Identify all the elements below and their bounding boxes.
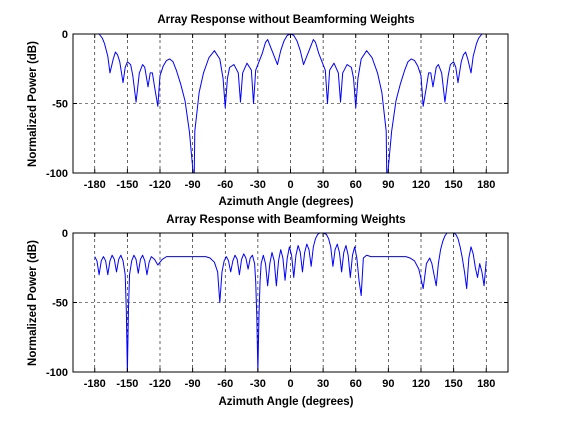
chart-title: Array Response with Beamforming Weights <box>166 214 405 226</box>
x-tick-label: 60 <box>350 378 362 390</box>
chart-bottom: Array Response with Beamforming Weights … <box>27 214 509 408</box>
x-tick-label: -90 <box>185 179 201 191</box>
x-tick-label: 90 <box>382 378 394 390</box>
x-tick-label: -30 <box>250 179 266 191</box>
x-tick-label: 150 <box>444 179 462 191</box>
x-tick-label: 30 <box>317 179 329 191</box>
x-tick-label: 180 <box>477 179 495 191</box>
x-tick-label: -180 <box>84 378 106 390</box>
x-tick-label: -150 <box>116 179 138 191</box>
x-tick-label: -30 <box>250 378 266 390</box>
x-tick-label: 180 <box>477 378 495 390</box>
chart-title: Array Response without Beamforming Weigh… <box>157 14 414 26</box>
chart-top: Array Response without Beamforming Weigh… <box>27 14 509 208</box>
x-tick-label: 150 <box>444 378 462 390</box>
x-tick-label: 90 <box>382 179 394 191</box>
x-axis-label: Azimuth Angle (degrees) <box>218 196 353 208</box>
y-axis-label: Normalized Power (dB) <box>27 41 39 167</box>
series-line <box>94 232 487 373</box>
x-tick-label: 0 <box>287 378 293 390</box>
x-tick-label: 30 <box>317 378 329 390</box>
y-tick-label: -100 <box>46 168 68 180</box>
x-tick-label: -150 <box>116 378 138 390</box>
x-tick-label: -90 <box>185 378 201 390</box>
y-tick-label: 0 <box>62 228 68 240</box>
x-tick-label: 120 <box>412 378 430 390</box>
x-axis-label: Azimuth Angle (degrees) <box>218 396 353 408</box>
y-axis-label: Normalized Power (dB) <box>27 240 39 366</box>
y-tick-label: -50 <box>52 99 68 111</box>
y-tick-label: 0 <box>62 29 68 41</box>
x-tick-label: -60 <box>217 179 233 191</box>
x-tick-label: 0 <box>287 179 293 191</box>
x-tick-label: -120 <box>149 179 171 191</box>
x-tick-label: -180 <box>84 179 106 191</box>
x-tick-label: -60 <box>217 378 233 390</box>
y-tick-label: -50 <box>52 298 68 310</box>
x-tick-label: 60 <box>350 179 362 191</box>
x-tick-label: 120 <box>412 179 430 191</box>
y-tick-label: -100 <box>46 367 68 379</box>
x-tick-label: -120 <box>149 378 171 390</box>
